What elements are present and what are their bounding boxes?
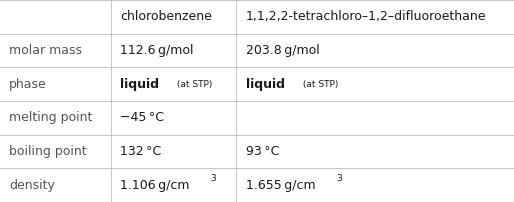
Text: phase: phase xyxy=(9,78,47,91)
Text: chlorobenzene: chlorobenzene xyxy=(120,10,212,23)
Text: 93 °C: 93 °C xyxy=(246,145,279,158)
Text: density: density xyxy=(9,179,55,192)
Text: molar mass: molar mass xyxy=(9,44,82,57)
Text: melting point: melting point xyxy=(9,111,93,124)
Text: 132 °C: 132 °C xyxy=(120,145,161,158)
Text: 112.6 g/mol: 112.6 g/mol xyxy=(120,44,193,57)
Text: 203.8 g/mol: 203.8 g/mol xyxy=(246,44,319,57)
Text: −45 °C: −45 °C xyxy=(120,111,164,124)
Text: liquid: liquid xyxy=(120,78,159,91)
Text: (at STP): (at STP) xyxy=(300,80,339,89)
Text: 3: 3 xyxy=(337,174,342,183)
Text: liquid: liquid xyxy=(246,78,285,91)
Text: (at STP): (at STP) xyxy=(174,80,213,89)
Text: boiling point: boiling point xyxy=(9,145,87,158)
Text: 3: 3 xyxy=(210,174,216,183)
Text: 1.655 g/cm: 1.655 g/cm xyxy=(246,179,315,192)
Text: 1,1,2,2-tetrachloro–1,2–difluoroethane: 1,1,2,2-tetrachloro–1,2–difluoroethane xyxy=(246,10,486,23)
Text: 1.106 g/cm: 1.106 g/cm xyxy=(120,179,189,192)
